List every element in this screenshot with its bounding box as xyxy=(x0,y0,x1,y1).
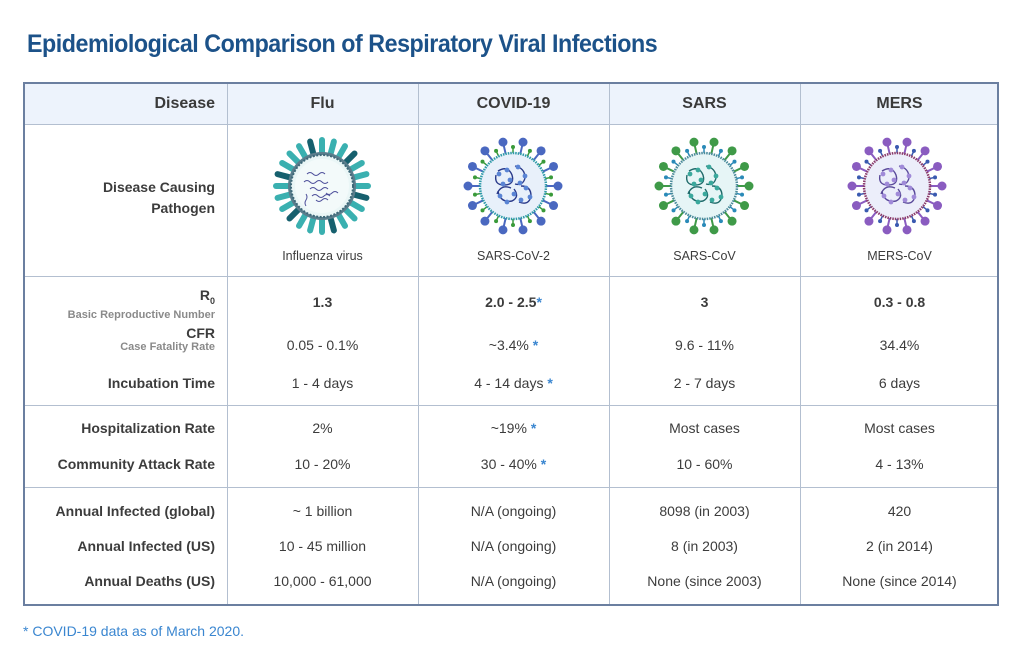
infected-us-flu: 10 - 45 million xyxy=(278,538,367,554)
header-flu: Flu xyxy=(310,95,335,112)
infected-global-flu: ~ 1 billion xyxy=(292,503,353,519)
mers-cov-virus-icon xyxy=(847,137,947,235)
footnote: * COVID-19 data as of March 2020. xyxy=(23,623,244,639)
incubation-mers: 6 days xyxy=(878,375,921,391)
r0-mers: 0.3 - 0.8 xyxy=(873,294,926,310)
column-divider xyxy=(227,84,228,604)
label-cfr-main: CFR xyxy=(186,325,215,341)
asterisk-icon: * xyxy=(530,420,537,436)
incubation-covid: 4 - 14 days * xyxy=(418,375,609,391)
label-incubation: Incubation Time xyxy=(107,375,215,391)
deaths-us-mers: None (since 2014) xyxy=(842,573,957,589)
attack-rate-flu: 10 - 20% xyxy=(294,456,351,472)
attack-rate-covid-value: 30 - 40% xyxy=(480,456,537,472)
r0-covid-value: 2.0 - 2.5 xyxy=(485,294,537,310)
label-pathogen-line2: Pathogen xyxy=(151,200,215,216)
header-mers: MERS xyxy=(876,95,923,112)
header-covid-19: COVID-19 xyxy=(476,95,551,112)
deaths-us-covid: N/A (ongoing) xyxy=(470,573,557,589)
row-divider xyxy=(25,405,997,406)
pathogen-name-covid: SARS-CoV-2 xyxy=(477,249,550,263)
label-attack-rate: Community Attack Rate xyxy=(57,456,215,472)
cfr-covid-value: ~3.4% xyxy=(488,337,529,353)
hospitalization-covid-value: ~19% xyxy=(490,420,527,436)
row-divider xyxy=(25,276,997,277)
label-r0-sub: Basic Reproductive Number xyxy=(67,308,215,321)
cfr-covid: ~3.4% * xyxy=(418,337,609,353)
table-header xyxy=(25,84,997,125)
infected-global-covid: N/A (ongoing) xyxy=(470,503,557,519)
cfr-flu: 0.05 - 0.1% xyxy=(286,337,359,353)
influenza-virus-icon xyxy=(273,137,371,235)
attack-rate-mers: 4 - 13% xyxy=(875,456,924,472)
label-hospitalization: Hospitalization Rate xyxy=(81,420,215,436)
comparison-table: Disease Flu COVID-19 SARS MERS Disease C… xyxy=(23,82,999,606)
asterisk-icon: * xyxy=(536,294,542,310)
cfr-sars: 9.6 - 11% xyxy=(675,337,734,353)
pathogen-name-sars: SARS-CoV xyxy=(673,249,736,263)
label-r0-main: R xyxy=(199,287,210,303)
label-pathogen: Disease Causing Pathogen xyxy=(103,177,215,219)
label-deaths-us: Annual Deaths (US) xyxy=(84,573,215,589)
hospitalization-covid: ~19% * xyxy=(418,420,609,436)
infected-us-covid: N/A (ongoing) xyxy=(470,538,557,554)
infected-us-sars: 8 (in 2003) xyxy=(671,538,738,554)
label-infected-global: Annual Infected (global) xyxy=(55,503,215,519)
incubation-covid-value: 4 - 14 days xyxy=(474,375,544,391)
infected-us-mers: 2 (in 2014) xyxy=(866,538,933,554)
pathogen-name-mers: MERS-CoV xyxy=(867,249,932,263)
deaths-us-sars: None (since 2003) xyxy=(647,573,762,589)
header-disease: Disease xyxy=(154,95,216,112)
row-divider xyxy=(25,487,997,488)
incubation-flu: 1 - 4 days xyxy=(291,375,354,391)
label-r0-subscript: 0 xyxy=(209,295,215,306)
asterisk-icon: * xyxy=(547,375,553,391)
incubation-sars: 2 - 7 days xyxy=(673,375,736,391)
deaths-us-flu: 10,000 - 61,000 xyxy=(273,573,372,589)
label-pathogen-line1: Disease Causing xyxy=(102,179,215,195)
column-divider xyxy=(800,84,801,604)
r0-covid: 2.0 - 2.5* xyxy=(418,294,609,310)
attack-rate-sars: 10 - 60% xyxy=(676,456,733,472)
column-divider xyxy=(418,84,419,604)
hospitalization-mers: Most cases xyxy=(864,420,935,436)
pathogen-name-flu: Influenza virus xyxy=(282,249,363,263)
hospitalization-sars: Most cases xyxy=(669,420,740,436)
infected-global-mers: 420 xyxy=(887,503,912,519)
label-infected-us: Annual Infected (US) xyxy=(77,538,215,554)
label-cfr-sub: Case Fatality Rate xyxy=(120,341,215,353)
asterisk-icon: * xyxy=(540,456,547,472)
header-sars: SARS xyxy=(682,95,727,112)
r0-sars: 3 xyxy=(700,294,709,310)
label-cfr: CFR Case Fatality Rate xyxy=(120,325,215,353)
cfr-mers: 34.4% xyxy=(879,337,920,353)
sars-cov-virus-icon xyxy=(654,137,754,235)
r0-flu: 1.3 xyxy=(312,294,333,310)
attack-rate-covid: 30 - 40% * xyxy=(418,456,609,472)
infected-global-sars: 8098 (in 2003) xyxy=(659,503,750,519)
label-r0: R0 Basic Reproductive Number xyxy=(68,287,215,321)
hospitalization-flu: 2% xyxy=(312,420,333,436)
page-title: Epidemiological Comparison of Respirator… xyxy=(27,30,658,58)
column-divider xyxy=(609,84,610,604)
asterisk-icon: * xyxy=(532,337,539,353)
sars-cov-2-virus-icon xyxy=(463,137,563,235)
